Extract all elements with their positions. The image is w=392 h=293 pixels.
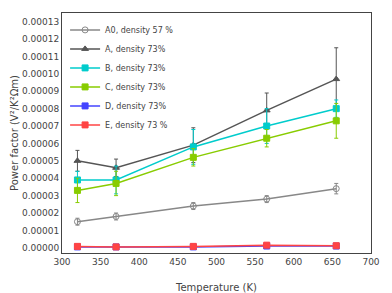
svg-text:0.00007: 0.00007 [22, 121, 59, 131]
svg-text:500: 500 [208, 257, 225, 267]
svg-text:E, density 73 %: E, density 73 % [105, 121, 168, 130]
svg-text:300: 300 [53, 257, 70, 267]
svg-text:0.00013: 0.00013 [22, 17, 59, 27]
svg-text:0.00008: 0.00008 [22, 104, 59, 114]
svg-text:D, density 73%: D, density 73% [105, 102, 166, 111]
svg-text:Power factor (V²/K²Ωm): Power factor (V²/K²Ωm) [9, 75, 20, 191]
svg-text:0.00005: 0.00005 [22, 156, 59, 166]
svg-text:0.00002: 0.00002 [22, 208, 59, 218]
svg-text:0.00000: 0.00000 [22, 243, 59, 253]
svg-text:A, density 73%: A, density 73% [105, 45, 166, 54]
svg-text:600: 600 [285, 257, 302, 267]
svg-text:350: 350 [92, 257, 109, 267]
svg-text:0.00001: 0.00001 [22, 226, 59, 236]
svg-text:0.00004: 0.00004 [22, 173, 59, 183]
svg-text:700: 700 [362, 257, 379, 267]
svg-text:A0, density 57 %: A0, density 57 % [105, 26, 173, 35]
svg-text:650: 650 [324, 257, 341, 267]
svg-text:0.00006: 0.00006 [22, 139, 59, 149]
svg-text:0.00003: 0.00003 [22, 191, 59, 201]
svg-text:400: 400 [131, 257, 148, 267]
svg-text:0.00011: 0.00011 [22, 52, 59, 62]
svg-text:550: 550 [247, 257, 264, 267]
svg-text:450: 450 [169, 257, 186, 267]
svg-text:0.00010: 0.00010 [22, 69, 59, 79]
svg-text:0.00009: 0.00009 [22, 86, 59, 96]
svg-text:0.00012: 0.00012 [22, 34, 59, 44]
svg-text:B, density 73%: B, density 73% [105, 64, 166, 73]
svg-text:C, density 73%: C, density 73% [105, 83, 166, 92]
svg-text:Temperature (K): Temperature (K) [175, 282, 257, 293]
